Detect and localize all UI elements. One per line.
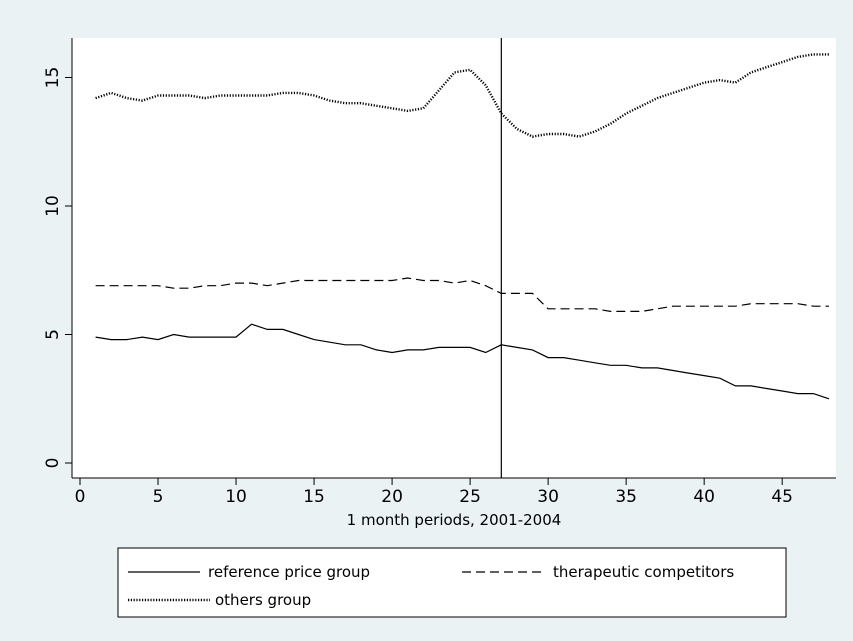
- legend-label-1: reference price group: [208, 563, 370, 581]
- x-tick-label: 20: [381, 487, 403, 507]
- y-tick-label: 0: [43, 458, 63, 469]
- legend-box: [117, 547, 787, 618]
- x-tick-label: 15: [303, 487, 325, 507]
- legend-label-2: therapeutic competitors: [553, 563, 734, 581]
- x-tick-label: 10: [225, 487, 247, 507]
- x-tick-label: 0: [75, 487, 86, 507]
- x-tick-label: 45: [771, 487, 793, 507]
- x-tick-label: 40: [693, 487, 715, 507]
- x-tick-label: 30: [537, 487, 559, 507]
- y-tick-label: 5: [43, 329, 63, 340]
- legend: reference price group therapeutic competi…: [128, 563, 734, 609]
- x-tick-label: 5: [153, 487, 164, 507]
- x-axis-title: 1 month periods, 2001-2004: [347, 511, 562, 529]
- series-line-1: [95, 323, 830, 400]
- x-tick-label: 35: [615, 487, 637, 507]
- x-tick-label: 25: [459, 487, 481, 507]
- y-tick-label: 10: [43, 195, 63, 217]
- plot-area: [72, 38, 836, 478]
- plot-layer: 0 5 10 15 0 5 10 15 20 25 30 35 40 45: [43, 38, 836, 507]
- y-tick-label: 15: [43, 67, 63, 89]
- legend-label-3: others group: [215, 591, 311, 609]
- series-line-2: [95, 277, 829, 312]
